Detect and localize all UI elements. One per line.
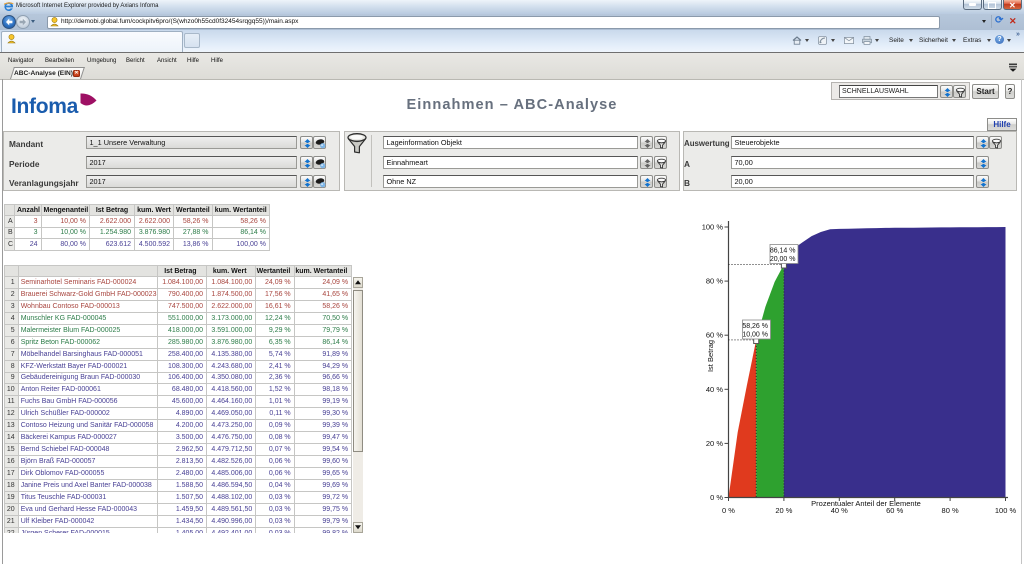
svg-text:0 %: 0 % <box>722 506 735 515</box>
svg-text:0 %: 0 % <box>710 493 723 502</box>
svg-text:40 %: 40 % <box>831 506 848 515</box>
svg-text:60 %: 60 % <box>886 506 903 515</box>
svg-text:10,00 %: 10,00 % <box>742 331 768 338</box>
svg-text:100 %: 100 % <box>995 506 1017 515</box>
svg-text:86,14 %: 86,14 % <box>770 247 796 254</box>
svg-text:100 %: 100 % <box>702 223 724 232</box>
svg-text:Prozentualer Anteil der Elemen: Prozentualer Anteil der Elemente <box>811 499 921 508</box>
svg-text:40 %: 40 % <box>706 385 723 394</box>
svg-text:60 %: 60 % <box>706 331 723 340</box>
svg-text:80 %: 80 % <box>942 506 959 515</box>
svg-text:20 %: 20 % <box>775 506 792 515</box>
svg-text:Ist Betrag: Ist Betrag <box>706 340 715 372</box>
svg-text:20,00 %: 20,00 % <box>770 256 796 263</box>
svg-text:58,26 %: 58,26 % <box>742 323 768 330</box>
svg-text:20 %: 20 % <box>706 439 723 448</box>
svg-text:80 %: 80 % <box>706 277 723 286</box>
